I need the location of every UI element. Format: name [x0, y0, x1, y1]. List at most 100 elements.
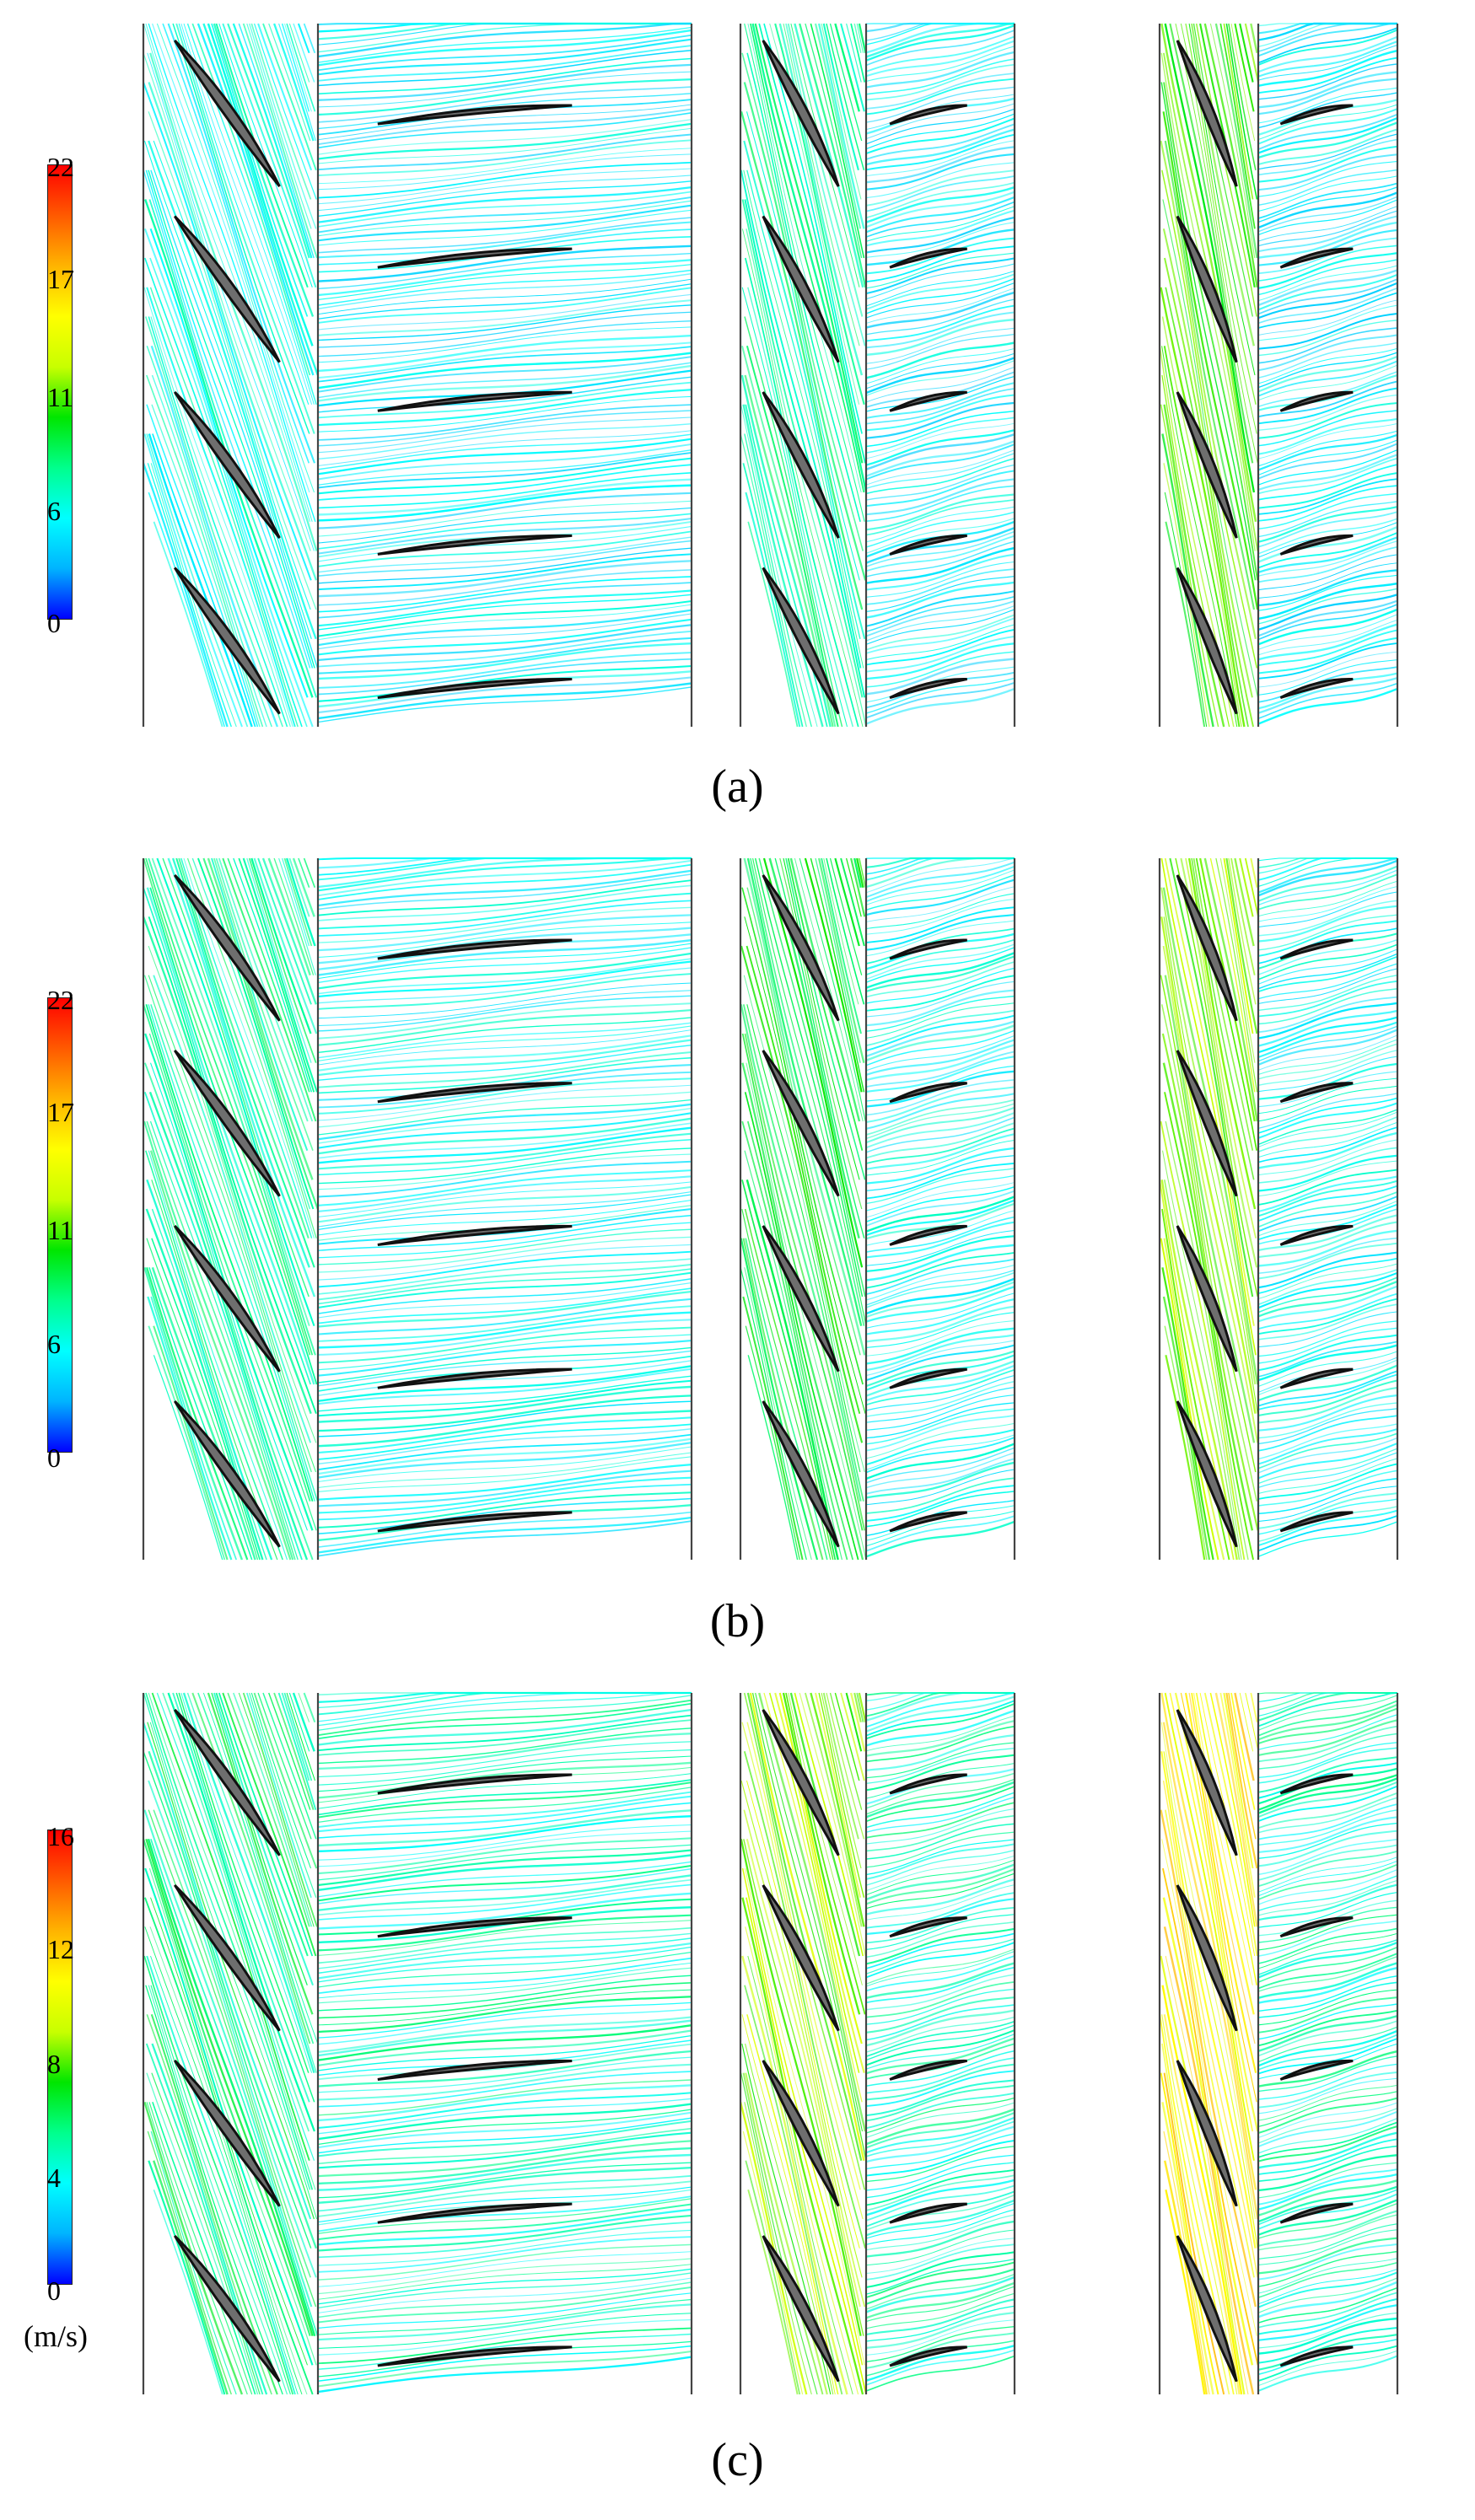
stator-streamline — [317, 1258, 692, 1295]
stator-streamline — [865, 352, 1015, 390]
stator-streamline — [865, 2016, 1015, 2053]
stator-streamline — [1257, 1263, 1398, 1299]
rotor-streamline — [745, 1867, 865, 2366]
stator-streamline — [865, 2349, 1015, 2386]
stator-streamline — [865, 1867, 1015, 1905]
stator-streamline — [1257, 2261, 1398, 2298]
stator-blade — [889, 104, 967, 126]
panel-b-case-2 — [739, 857, 1016, 1561]
stator-streamline — [1257, 2281, 1398, 2319]
stator-streamline — [1257, 1002, 1398, 1040]
rotor-streamline — [1160, 82, 1257, 581]
stator-streamline — [317, 2117, 692, 2154]
stator-streamline — [865, 2034, 1015, 2070]
stator-streamline — [865, 146, 1015, 184]
rotor-streamline — [150, 1004, 319, 1502]
stator-streamline — [317, 2016, 692, 2054]
stator-streamline — [317, 652, 692, 689]
stator-streamline — [865, 51, 1015, 89]
rotor-streamline — [853, 1692, 862, 1722]
stator-streamline — [865, 1116, 1015, 1153]
rotor-streamline — [746, 2014, 839, 2395]
stator-streamline — [317, 71, 692, 108]
stator-streamline — [865, 1719, 1015, 1757]
stator-streamline — [865, 196, 1015, 234]
stator-streamline — [317, 22, 692, 40]
stator-streamline — [1257, 857, 1398, 894]
rotor-streamline — [147, 52, 315, 551]
stator-streamline — [317, 2258, 692, 2295]
colorbar-c-tick-4: 4 — [47, 2163, 61, 2193]
rotor-streamline — [1164, 257, 1254, 728]
stator-streamline — [317, 93, 692, 130]
stator-streamline — [1257, 948, 1398, 985]
stator-streamline — [865, 947, 1015, 983]
stator-streamline — [865, 2292, 1015, 2329]
stator-streamline — [1257, 1109, 1398, 1146]
rotor-streamline — [285, 857, 316, 947]
stator-streamline — [1257, 659, 1398, 696]
stator-streamline — [1257, 574, 1398, 611]
stator-streamline — [1257, 511, 1398, 548]
rotor-streamline — [1239, 1692, 1254, 1752]
stator-streamline — [865, 347, 1015, 384]
rotor-streamline — [849, 1692, 866, 1752]
stator-streamline — [1257, 92, 1398, 129]
stator-streamline — [317, 457, 692, 495]
rotor-streamline — [222, 23, 317, 288]
stator-streamline — [865, 1884, 1015, 1921]
rotor-streamline — [1160, 287, 1246, 728]
rotor-streamline — [846, 23, 862, 83]
stator-streamline — [1257, 1303, 1398, 1341]
stator-streamline — [865, 1029, 1015, 1067]
stator-streamline — [1257, 943, 1398, 981]
stator-streamline — [317, 1926, 692, 1964]
stator-blade — [377, 1082, 573, 1104]
stator-streamline — [317, 2092, 692, 2130]
rotor-streamline — [222, 857, 317, 1122]
stator-streamline — [1257, 2121, 1398, 2158]
stator-streamline — [1257, 360, 1398, 397]
stator-streamline — [1257, 417, 1398, 455]
stator-streamline — [1257, 2029, 1398, 2067]
stator-streamline — [865, 485, 1015, 523]
stator-streamline — [317, 23, 692, 53]
stator-streamline — [1257, 980, 1398, 1018]
stator-streamline — [865, 493, 1015, 531]
stator-streamline — [1257, 2350, 1398, 2387]
stator-streamline — [1257, 347, 1398, 384]
rotor-streamline — [1161, 2014, 1238, 2395]
stator-streamline — [1257, 1039, 1398, 1075]
stator-streamline — [1257, 464, 1398, 501]
stator-streamline — [317, 1160, 692, 1198]
stator-streamline — [1257, 1844, 1398, 1881]
rotor-streamline — [741, 52, 864, 551]
stator-streamline — [317, 914, 692, 952]
stator-streamline — [317, 304, 692, 341]
stator-streamline — [317, 1892, 692, 1930]
stator-streamline — [865, 2162, 1015, 2199]
rotor-streamline — [818, 1692, 865, 1898]
stator-streamline — [317, 2298, 692, 2335]
stator-streamline — [865, 561, 1015, 598]
stator-streamline — [865, 1235, 1015, 1272]
stator-streamline — [1257, 975, 1398, 1012]
stator-streamline — [1257, 1906, 1398, 1943]
rotor-streamline — [778, 23, 864, 376]
rotor-streamline — [238, 857, 315, 1093]
stator-streamline — [1257, 536, 1398, 574]
rotor-streamline — [213, 857, 314, 1151]
rotor-streamline — [147, 1838, 316, 2337]
stator-streamline — [1257, 2015, 1398, 2052]
stator-streamline — [865, 1452, 1015, 1489]
rotor-streamline — [1163, 346, 1241, 728]
rotor-streamline — [815, 857, 861, 1063]
stator-streamline — [1257, 2050, 1398, 2087]
stator-streamline — [1257, 1863, 1398, 1900]
stator-streamline — [865, 2125, 1015, 2163]
stator-streamline — [865, 906, 1015, 943]
stator-streamline — [317, 1375, 692, 1412]
stator-streamline — [317, 2243, 692, 2281]
stator-streamline — [317, 2221, 692, 2259]
stator-streamline — [1257, 1989, 1398, 2026]
